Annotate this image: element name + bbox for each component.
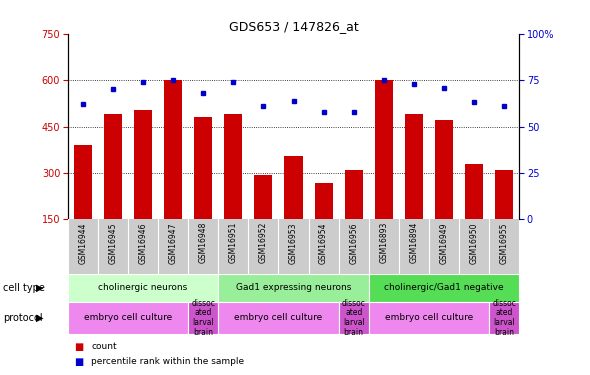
Text: GSM16955: GSM16955 (500, 222, 509, 264)
Bar (375, 80, 393, 219)
Bar (345, 170, 363, 219)
Text: embryo cell culture: embryo cell culture (385, 314, 473, 322)
Text: GSM16893: GSM16893 (379, 222, 388, 264)
Text: GSM16954: GSM16954 (319, 222, 328, 264)
Text: GSM16951: GSM16951 (229, 222, 238, 264)
Bar (405, 114, 423, 219)
Bar (134, 110, 152, 219)
Text: dissoc
ated
larval
brain: dissoc ated larval brain (492, 299, 516, 337)
Bar (495, 170, 513, 219)
Text: ▶: ▶ (37, 313, 44, 323)
Bar (188, 302, 218, 334)
Bar (369, 274, 519, 302)
Text: GSM16946: GSM16946 (139, 222, 148, 264)
Text: GSM16949: GSM16949 (440, 222, 448, 264)
Bar (74, 145, 92, 219)
Text: GSM16952: GSM16952 (259, 222, 268, 264)
Text: cell type: cell type (3, 283, 45, 293)
Text: GSM16947: GSM16947 (169, 222, 178, 264)
Text: dissoc
ated
larval
brain: dissoc ated larval brain (342, 299, 366, 337)
Text: GSM16945: GSM16945 (109, 222, 117, 264)
Text: GSM16948: GSM16948 (199, 222, 208, 264)
Text: GSM16894: GSM16894 (409, 222, 418, 264)
Text: GSM16956: GSM16956 (349, 222, 358, 264)
Text: ▶: ▶ (37, 283, 44, 293)
Text: protocol: protocol (3, 313, 42, 323)
Text: count: count (91, 342, 117, 351)
Bar (68, 302, 188, 334)
Bar (68, 274, 218, 302)
Text: GSM16953: GSM16953 (289, 222, 298, 264)
Text: GSM16950: GSM16950 (470, 222, 478, 264)
Bar (218, 274, 369, 302)
Bar (254, 174, 273, 219)
Bar (194, 117, 212, 219)
Text: cholinergic neurons: cholinergic neurons (99, 284, 188, 292)
Bar (435, 120, 453, 219)
Text: ■: ■ (74, 342, 83, 352)
Text: ■: ■ (74, 357, 83, 367)
Bar (369, 302, 489, 334)
Bar (339, 302, 369, 334)
Text: percentile rank within the sample: percentile rank within the sample (91, 357, 245, 366)
Text: GSM16944: GSM16944 (78, 222, 87, 264)
Text: cholinergic/Gad1 negative: cholinergic/Gad1 negative (384, 284, 504, 292)
Text: embryo cell culture: embryo cell culture (84, 314, 172, 322)
Bar (284, 156, 303, 219)
Bar (218, 302, 339, 334)
Bar (104, 114, 122, 219)
Text: embryo cell culture: embryo cell culture (234, 314, 323, 322)
Bar (489, 302, 519, 334)
Title: GDS653 / 147826_at: GDS653 / 147826_at (229, 20, 358, 33)
Bar (465, 164, 483, 219)
Text: Gad1 expressing neurons: Gad1 expressing neurons (236, 284, 351, 292)
Bar (314, 183, 333, 219)
Bar (164, 80, 182, 219)
Text: dissoc
ated
larval
brain: dissoc ated larval brain (191, 299, 215, 337)
Bar (224, 114, 242, 219)
